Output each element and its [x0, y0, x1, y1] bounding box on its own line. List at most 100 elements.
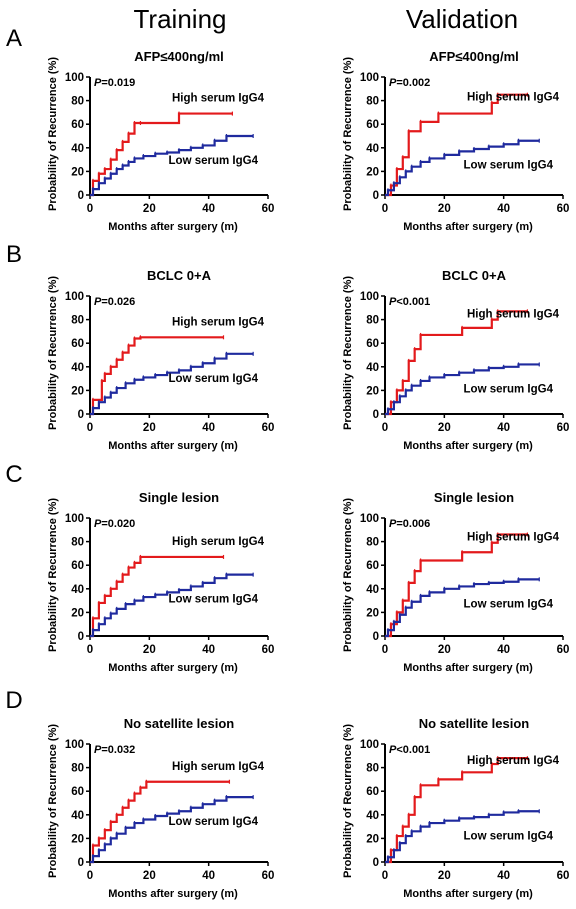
x-tick-label: 0: [87, 870, 93, 882]
y-tick-label: 40: [366, 143, 379, 155]
x-axis-label: Months after surgery (m): [403, 888, 533, 900]
column-heading-validation: Validation: [406, 4, 518, 34]
x-tick-label: 60: [262, 203, 275, 215]
y-tick-label: 40: [366, 584, 379, 596]
series-label-low: Low serum IgG4: [169, 816, 259, 828]
row-label-d: D: [5, 687, 22, 714]
series-label-low: Low serum IgG4: [464, 598, 554, 610]
series-label-low: Low serum IgG4: [169, 155, 259, 167]
km-panel-a-training: AFP≤400ng/ml Probability of Recurrence (%…: [47, 49, 274, 233]
x-tick-label: 40: [497, 422, 510, 434]
y-tick-label: 80: [71, 537, 84, 549]
x-axis-label: Months after surgery (m): [403, 440, 533, 452]
y-tick-label: 60: [366, 119, 379, 131]
y-tick-label: 100: [360, 72, 379, 84]
y-tick-label: 80: [366, 537, 379, 549]
y-tick-label: 100: [65, 72, 84, 84]
km-curve-high: [385, 533, 528, 638]
y-tick-label: 80: [366, 96, 379, 108]
km-curve-high: [90, 780, 230, 864]
x-tick-label: 20: [143, 203, 156, 215]
series-label-high: High serum IgG4: [172, 536, 265, 548]
x-tick-label: 40: [202, 422, 215, 434]
x-tick-label: 60: [262, 870, 275, 882]
x-tick-label: 40: [497, 870, 510, 882]
x-tick-label: 40: [202, 870, 215, 882]
x-tick-label: 60: [262, 422, 275, 434]
y-tick-label: 100: [65, 513, 84, 525]
row-label-a: A: [6, 25, 22, 52]
y-tick-label: 0: [78, 409, 84, 421]
y-tick-label: 100: [65, 739, 84, 751]
x-tick-label: 20: [143, 644, 156, 656]
x-tick-label: 20: [438, 203, 451, 215]
y-tick-label: 40: [366, 810, 379, 822]
y-tick-label: 60: [71, 119, 84, 131]
y-tick-label: 60: [366, 560, 379, 572]
y-tick-label: 60: [71, 786, 84, 798]
x-tick-label: 60: [557, 870, 570, 882]
x-tick-label: 0: [87, 644, 93, 656]
km-curve-high: [385, 93, 528, 197]
series-label-high: High serum IgG4: [467, 532, 560, 544]
y-tick-label: 100: [360, 513, 379, 525]
y-tick-label: 0: [373, 857, 379, 869]
panel-title: No satellite lesion: [124, 716, 235, 731]
x-axis-label: Months after surgery (m): [108, 221, 238, 233]
panel-title: AFP≤400ng/ml: [429, 49, 519, 64]
km-curve-high: [385, 310, 528, 416]
y-tick-label: 60: [366, 338, 379, 350]
series-label-low: Low serum IgG4: [464, 383, 554, 395]
y-tick-label: 20: [366, 166, 379, 178]
km-panel-d-training: No satellite lesion Probability of Recurr…: [47, 716, 274, 900]
y-axis-label: Probability of Recurrence (%): [47, 498, 59, 652]
x-tick-label: 0: [382, 644, 388, 656]
column-heading-training: Training: [134, 4, 227, 34]
km-panel-b-validation: BCLC 0+A Probability of Recurrence (%) Mon…: [342, 268, 569, 452]
y-tick-label: 20: [366, 607, 379, 619]
x-tick-label: 20: [438, 644, 451, 656]
y-axis-label: Probability of Recurrence (%): [342, 498, 354, 652]
x-tick-label: 60: [557, 644, 570, 656]
y-axis-label: Probability of Recurrence (%): [47, 724, 59, 878]
y-tick-label: 0: [78, 857, 84, 869]
series-label-low: Low serum IgG4: [169, 594, 259, 606]
y-tick-label: 80: [71, 763, 84, 775]
series-label-low: Low serum IgG4: [464, 160, 554, 172]
x-tick-label: 40: [202, 203, 215, 215]
panel-title: Single lesion: [434, 490, 514, 505]
y-tick-label: 0: [78, 190, 84, 202]
y-tick-label: 0: [78, 631, 84, 643]
p-value: P=0.019: [94, 77, 135, 89]
km-panel-a-validation: AFP≤400ng/ml Probability of Recurrence (%…: [342, 49, 569, 233]
y-tick-label: 20: [71, 385, 84, 397]
panel-title: BCLC 0+A: [442, 268, 507, 283]
y-tick-label: 100: [360, 291, 379, 303]
y-tick-label: 20: [71, 833, 84, 845]
x-tick-label: 0: [382, 870, 388, 882]
y-axis-label: Probability of Recurrence (%): [47, 57, 59, 211]
y-tick-label: 60: [71, 338, 84, 350]
x-tick-label: 60: [557, 203, 570, 215]
y-tick-label: 20: [71, 607, 84, 619]
x-tick-label: 20: [143, 870, 156, 882]
x-tick-label: 0: [382, 203, 388, 215]
y-tick-label: 80: [366, 315, 379, 327]
series-label-low: Low serum IgG4: [464, 830, 554, 842]
y-tick-label: 60: [71, 560, 84, 572]
y-axis-label: Probability of Recurrence (%): [342, 276, 354, 430]
y-axis-label: Probability of Recurrence (%): [47, 276, 59, 430]
y-tick-label: 40: [71, 584, 84, 596]
y-tick-label: 80: [71, 96, 84, 108]
km-panel-c-validation: Single lesion Probability of Recurrence (…: [342, 490, 569, 674]
x-tick-label: 40: [202, 644, 215, 656]
series-label-high: High serum IgG4: [172, 316, 265, 328]
x-tick-label: 40: [497, 644, 510, 656]
series-label-high: High serum IgG4: [467, 755, 560, 767]
y-tick-label: 20: [366, 385, 379, 397]
y-tick-label: 20: [71, 166, 84, 178]
x-tick-label: 0: [382, 422, 388, 434]
km-panel-b-training: BCLC 0+A Probability of Recurrence (%) Mon…: [47, 268, 274, 452]
y-tick-label: 60: [366, 786, 379, 798]
